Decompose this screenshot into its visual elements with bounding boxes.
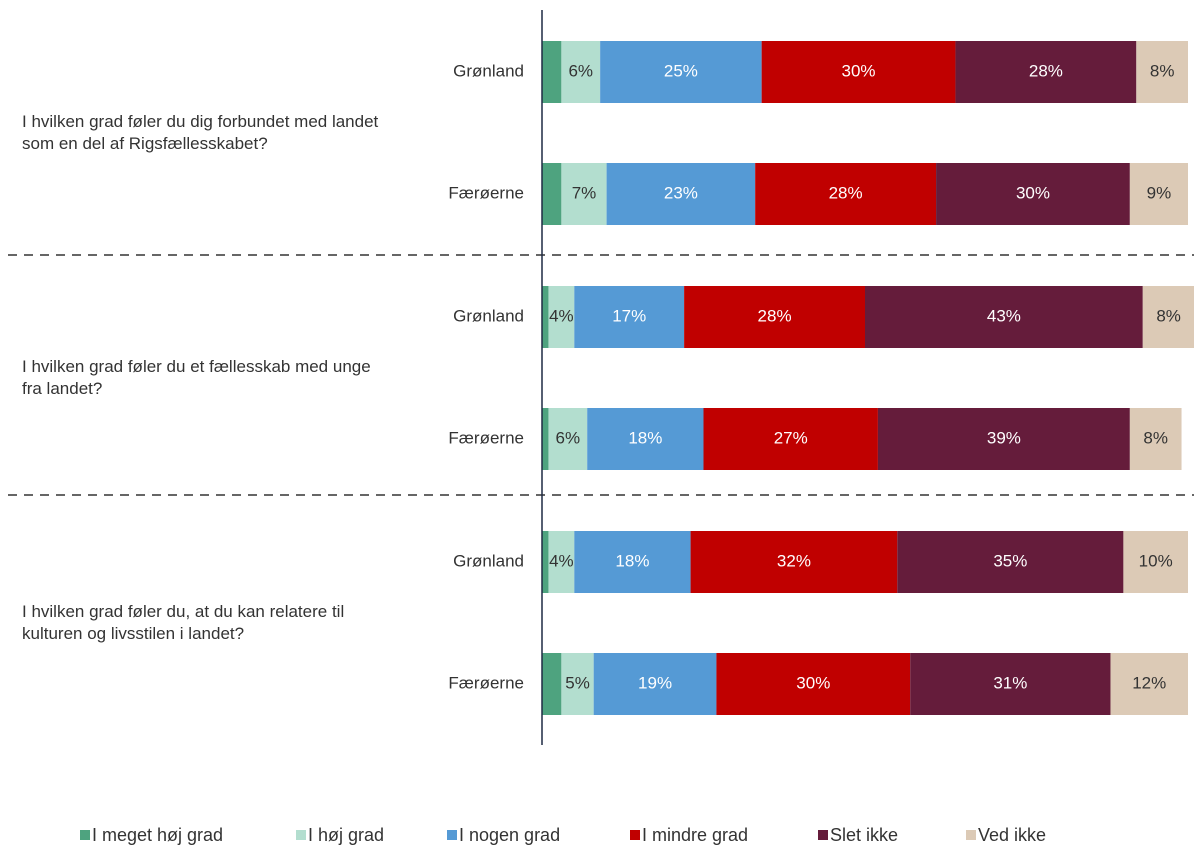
value-label: 18% xyxy=(628,428,662,447)
bar-segment xyxy=(955,41,1137,103)
bar-segment xyxy=(561,653,594,715)
bar-segment xyxy=(865,286,1143,348)
legend-label: I høj grad xyxy=(308,825,384,845)
value-label: 30% xyxy=(796,673,830,692)
value-label: 30% xyxy=(842,61,876,80)
value-label: 10% xyxy=(1139,551,1173,570)
bar-segment xyxy=(684,286,865,348)
row-label: Færøerne xyxy=(448,183,524,202)
bar-segment xyxy=(606,163,756,225)
value-label: 43% xyxy=(987,306,1021,325)
row-label: Færøerne xyxy=(448,428,524,447)
bar-segment xyxy=(593,653,717,715)
bar-segment xyxy=(542,41,562,103)
bar-segment xyxy=(1129,163,1188,225)
value-label: 35% xyxy=(993,551,1027,570)
bar-segment xyxy=(548,286,575,348)
legend-label: I meget høj grad xyxy=(92,825,223,845)
value-label: 30% xyxy=(1016,183,1050,202)
bar-segment xyxy=(703,408,878,470)
value-label: 27% xyxy=(774,428,808,447)
value-label: 6% xyxy=(568,61,593,80)
value-label: 19% xyxy=(638,673,672,692)
bar-segment xyxy=(936,163,1130,225)
value-label: 28% xyxy=(758,306,792,325)
value-label: 8% xyxy=(1143,428,1168,447)
legend-swatch xyxy=(630,830,640,840)
bar-segment xyxy=(548,531,575,593)
row-label: Grønland xyxy=(453,61,524,80)
bar-segment xyxy=(574,531,691,593)
bar-segment xyxy=(542,408,549,470)
row-label: Færøerne xyxy=(448,673,524,692)
legend-label: I nogen grad xyxy=(459,825,560,845)
bar-segment xyxy=(1110,653,1188,715)
bar-segment xyxy=(561,41,601,103)
value-label: 5% xyxy=(565,673,590,692)
value-label: 9% xyxy=(1147,183,1172,202)
legend-swatch xyxy=(818,830,828,840)
value-label: 25% xyxy=(664,61,698,80)
value-label: 18% xyxy=(615,551,649,570)
value-label: 28% xyxy=(829,183,863,202)
value-label: 6% xyxy=(556,428,581,447)
value-label: 4% xyxy=(549,551,574,570)
row-label: Grønland xyxy=(453,551,524,570)
bar-segment xyxy=(561,163,607,225)
bar-segment xyxy=(897,531,1124,593)
bar-segment xyxy=(600,41,762,103)
legend-label: Slet ikke xyxy=(830,825,898,845)
value-label: 39% xyxy=(987,428,1021,447)
question: I hvilken grad føler du et fællesskab me… xyxy=(22,357,371,398)
question: I hvilken grad føler du dig forbundet me… xyxy=(22,112,379,153)
bar-segment xyxy=(574,286,685,348)
value-label: 8% xyxy=(1150,61,1175,80)
bar-segment xyxy=(542,163,562,225)
bar-segment xyxy=(542,653,562,715)
legend-swatch xyxy=(447,830,457,840)
bar-segment xyxy=(1129,408,1182,470)
bar-segment xyxy=(716,653,911,715)
bar-segment xyxy=(1123,531,1188,593)
bar-segment xyxy=(542,286,549,348)
value-label: 28% xyxy=(1029,61,1063,80)
bar-segment xyxy=(1142,286,1194,348)
value-label: 8% xyxy=(1156,306,1181,325)
bar-segment xyxy=(755,163,937,225)
bar-segment xyxy=(910,653,1111,715)
bar-segment xyxy=(542,531,549,593)
bar-segment xyxy=(877,408,1130,470)
bar-segment xyxy=(1136,41,1188,103)
bar-segment xyxy=(548,408,588,470)
value-label: 12% xyxy=(1132,673,1166,692)
bar-segment xyxy=(587,408,704,470)
value-label: 23% xyxy=(664,183,698,202)
bar-segment xyxy=(761,41,956,103)
bar-segment xyxy=(690,531,898,593)
question: I hvilken grad føler du, at du kan relat… xyxy=(22,602,345,643)
legend-label: Ved ikke xyxy=(978,825,1046,845)
value-label: 31% xyxy=(993,673,1027,692)
value-label: 4% xyxy=(549,306,574,325)
row-label: Grønland xyxy=(453,306,524,325)
legend-swatch xyxy=(296,830,306,840)
value-label: 32% xyxy=(777,551,811,570)
legend-swatch xyxy=(80,830,90,840)
value-label: 17% xyxy=(612,306,646,325)
legend-label: I mindre grad xyxy=(642,825,748,845)
legend-swatch xyxy=(966,830,976,840)
value-label: 7% xyxy=(572,183,597,202)
